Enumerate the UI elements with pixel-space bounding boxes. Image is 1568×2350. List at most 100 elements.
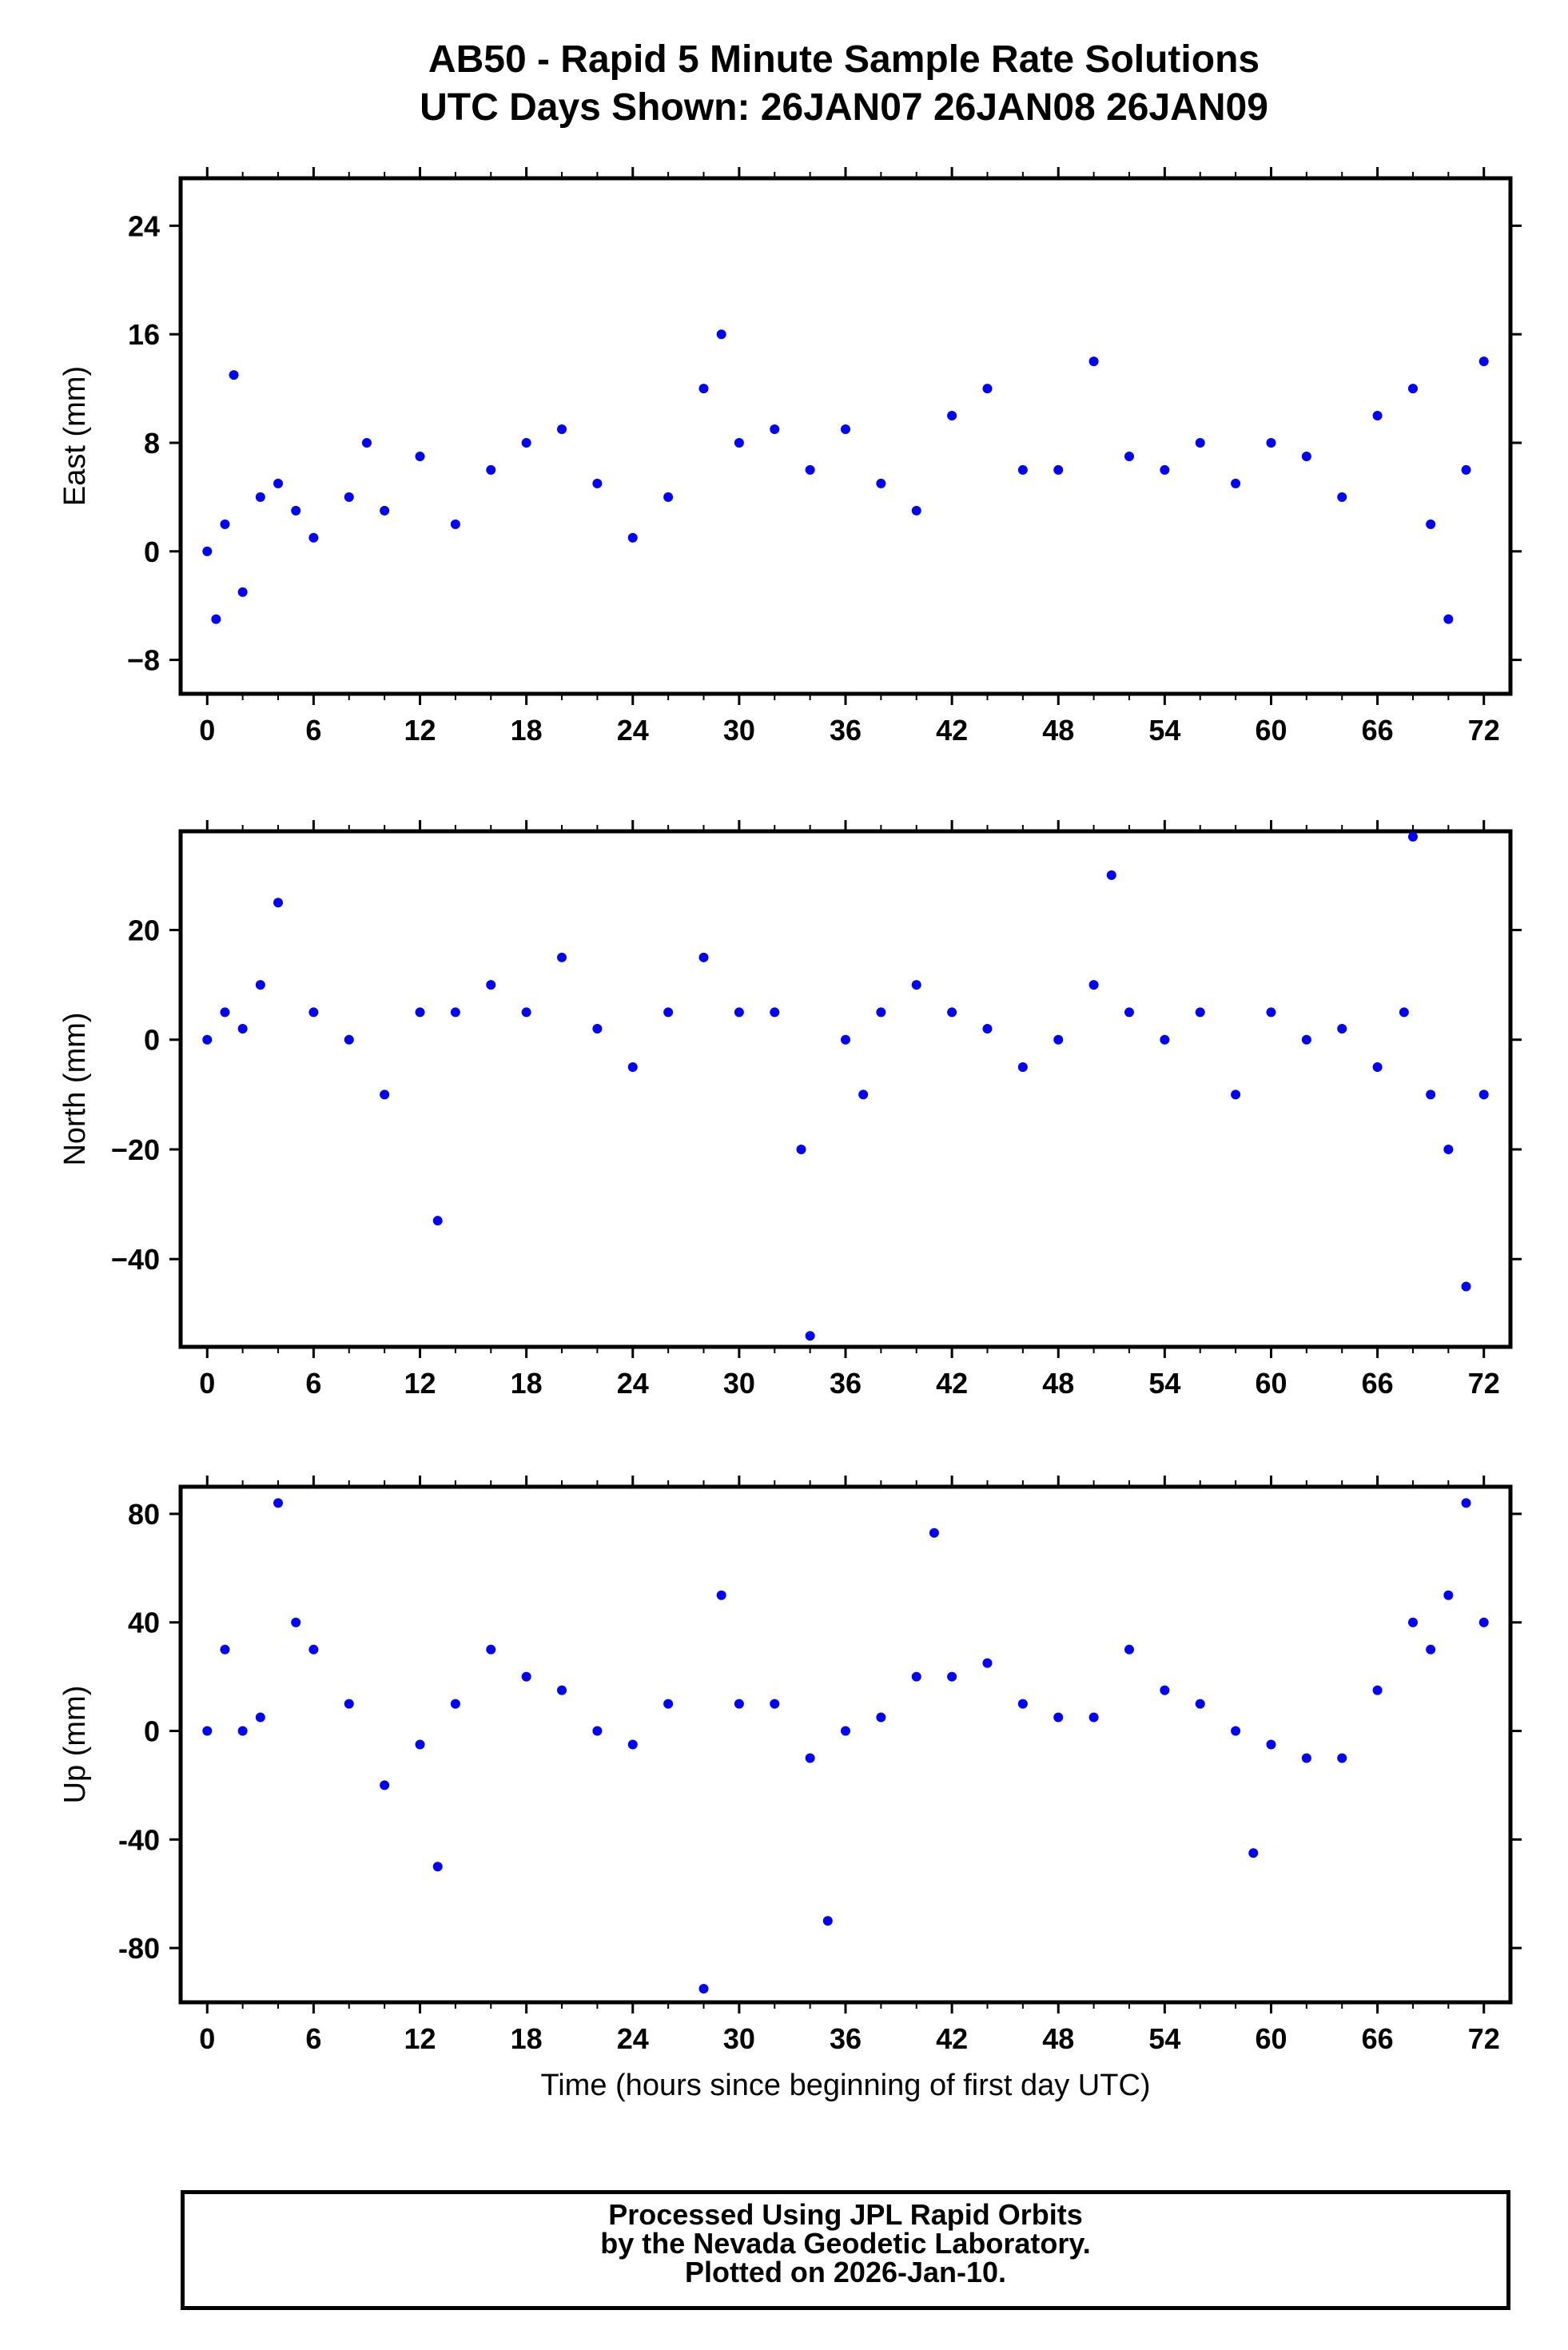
data-point: [1231, 1726, 1241, 1736]
x-tick-label: 18: [511, 2022, 543, 2055]
y-tick-label: 0: [144, 536, 160, 568]
data-point: [1231, 1089, 1241, 1100]
data-point: [291, 1617, 301, 1627]
x-tick-label: 0: [199, 714, 215, 747]
plot-frame: [178, 829, 1513, 1349]
data-point: [770, 1007, 780, 1018]
data-point: [1266, 1007, 1276, 1018]
data-point: [1337, 492, 1347, 502]
data-point: [947, 1671, 957, 1682]
x-tick-label: 72: [1468, 1367, 1500, 1400]
x-tick-label: 6: [305, 2022, 321, 2055]
data-point: [1266, 1739, 1276, 1750]
data-point: [1231, 478, 1241, 488]
data-point: [698, 384, 709, 394]
data-point: [521, 437, 531, 448]
footer-line-3: Plotted on 2026-Jan-10.: [684, 2256, 1007, 2288]
footer-line-2: by the Nevada Geodetic Laboratory.: [600, 2227, 1091, 2260]
data-point: [627, 1062, 638, 1073]
x-tick-label: 24: [617, 2022, 649, 2055]
data-point: [982, 1658, 993, 1668]
x-tick-label: 18: [511, 1367, 543, 1400]
data-point: [1017, 1062, 1028, 1073]
data-point: [1399, 1007, 1409, 1018]
y-tick-label: 20: [128, 914, 160, 947]
data-point: [1017, 464, 1028, 475]
data-point: [344, 492, 354, 502]
x-tick-label: 36: [830, 1367, 862, 1400]
data-point: [1443, 1590, 1454, 1600]
data-point: [1088, 980, 1099, 990]
x-tick-label: 54: [1148, 714, 1180, 747]
data-point: [432, 1216, 443, 1226]
data-point: [770, 1699, 780, 1709]
data-point: [911, 1671, 921, 1682]
data-point: [1337, 1753, 1347, 1763]
data-point: [1053, 1034, 1064, 1045]
data-point: [1301, 1753, 1311, 1763]
panel-1: 0 6 12 18 24 30 36 42 48 54 60 66 72 −8 0 8 16 24 East (mm…: [58, 167, 1522, 747]
data-point: [380, 1780, 390, 1790]
data-point: [1407, 1617, 1418, 1627]
data-point: [627, 1739, 638, 1750]
x-tick-label: 54: [1148, 1367, 1180, 1400]
data-point: [841, 1034, 850, 1045]
data-point: [805, 1331, 815, 1341]
data-point: [947, 411, 957, 421]
data-point: [273, 478, 284, 488]
x-tick-label: 60: [1255, 1367, 1287, 1400]
data-point: [734, 1699, 744, 1709]
data-point: [521, 1671, 531, 1682]
data-point: [698, 1984, 709, 1994]
data-point: [415, 1007, 425, 1018]
data-point: [1124, 1007, 1134, 1018]
data-point: [592, 1726, 603, 1736]
title-line-2: UTC Days Shown: 26JAN07 26JAN08 26JAN09: [420, 86, 1268, 129]
x-axis-label: Time (hours since beginning of first day…: [540, 2069, 1150, 2102]
data-point: [1407, 831, 1418, 842]
data-point: [663, 1699, 674, 1709]
data-point: [592, 478, 603, 488]
y-tick-label: 40: [128, 1607, 160, 1639]
data-point: [911, 980, 921, 990]
data-point: [273, 898, 284, 908]
data-point: [308, 532, 319, 543]
x-tick-label: 30: [723, 1367, 755, 1400]
panel-2: 0 6 12 18 24 30 36 42 48 54 60 66 72 −40 −20 0 20 North (…: [58, 820, 1522, 1400]
x-tick-label: 66: [1362, 2022, 1394, 2055]
data-point: [1426, 1644, 1436, 1655]
data-point: [255, 980, 265, 990]
data-point: [415, 451, 425, 461]
data-point: [1266, 437, 1276, 448]
data-point: [220, 1644, 230, 1655]
data-point: [1426, 519, 1436, 529]
data-point: [627, 532, 638, 543]
plot-frame: [178, 1484, 1513, 2005]
data-point: [1337, 1024, 1347, 1034]
y-tick-label: 0: [144, 1715, 160, 1748]
y-axis-label: North (mm): [58, 1012, 92, 1165]
data-point: [929, 1528, 939, 1538]
x-tick-label: 36: [830, 2022, 862, 2055]
data-point: [361, 437, 372, 448]
data-point: [716, 329, 726, 340]
data-point: [1301, 1034, 1311, 1045]
data-point: [450, 1007, 460, 1018]
data-point: [255, 492, 265, 502]
y-tick-label: -40: [118, 1823, 160, 1856]
data-point: [1088, 356, 1099, 367]
data-point: [1195, 1007, 1205, 1018]
x-tick-label: 0: [199, 1367, 215, 1400]
data-point: [1372, 1685, 1383, 1695]
data-point: [1124, 1644, 1134, 1655]
data-point: [450, 519, 460, 529]
data-point: [1195, 1699, 1205, 1709]
data-point: [1088, 1712, 1099, 1723]
x-tick-label: 54: [1148, 2022, 1180, 2055]
data-point: [716, 1590, 726, 1600]
data-point: [1195, 437, 1205, 448]
data-point: [1106, 870, 1116, 880]
x-tick-label: 30: [723, 714, 755, 747]
data-point: [521, 1007, 531, 1018]
